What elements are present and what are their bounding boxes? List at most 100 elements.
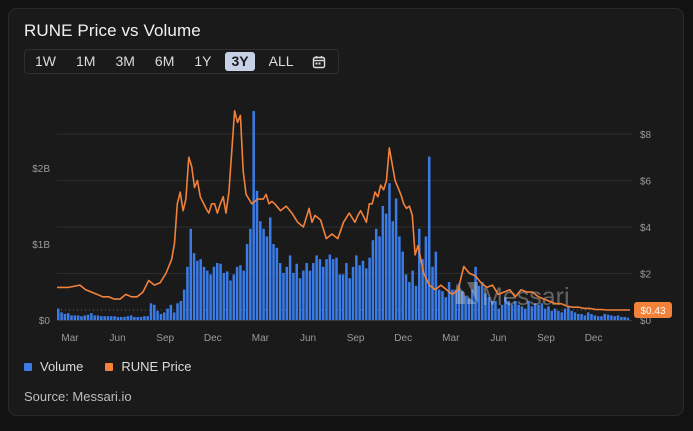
volume-bar[interactable] (563, 308, 567, 320)
volume-bar[interactable] (235, 266, 239, 320)
volume-bar[interactable] (106, 316, 110, 320)
volume-bar[interactable] (603, 313, 607, 320)
volume-bar[interactable] (57, 308, 60, 320)
volume-bar[interactable] (524, 308, 527, 320)
volume-bar[interactable] (355, 255, 358, 320)
volume-bar[interactable] (60, 312, 63, 320)
volume-bar[interactable] (348, 278, 351, 320)
volume-bar[interactable] (550, 310, 554, 320)
range-1y-button[interactable]: 1Y (194, 53, 212, 69)
volume-bar[interactable] (302, 270, 305, 320)
volume-bar[interactable] (305, 263, 308, 320)
volume-bar[interactable] (312, 263, 315, 320)
volume-bar[interactable] (600, 316, 603, 320)
volume-bar[interactable] (242, 270, 245, 320)
volume-bar[interactable] (229, 280, 232, 320)
volume-bar[interactable] (146, 316, 149, 320)
volume-bar[interactable] (202, 266, 206, 320)
volume-bar[interactable] (182, 289, 186, 320)
volume-bar[interactable] (166, 308, 169, 320)
volume-bar[interactable] (408, 282, 411, 320)
volume-bar[interactable] (461, 291, 464, 320)
volume-bar[interactable] (331, 259, 335, 320)
volume-bar[interactable] (427, 156, 431, 320)
volume-bar[interactable] (272, 244, 275, 320)
volume-bar[interactable] (143, 316, 146, 320)
volume-bar[interactable] (490, 301, 494, 320)
volume-bar[interactable] (520, 306, 524, 320)
volume-bar[interactable] (249, 228, 252, 320)
volume-bar[interactable] (437, 289, 441, 320)
volume-bar[interactable] (398, 236, 401, 320)
volume-bar[interactable] (123, 316, 126, 320)
volume-bar[interactable] (308, 270, 312, 320)
volume-bar[interactable] (113, 316, 116, 320)
volume-bar[interactable] (156, 310, 159, 320)
volume-bar[interactable] (606, 314, 610, 320)
volume-bar[interactable] (338, 274, 342, 320)
volume-bar[interactable] (126, 316, 130, 320)
volume-bar[interactable] (63, 313, 67, 320)
volume-bar[interactable] (391, 221, 395, 320)
range-all-button[interactable]: ALL (268, 53, 294, 69)
volume-bar[interactable] (570, 310, 573, 320)
volume-bar[interactable] (381, 206, 385, 320)
volume-bar[interactable] (80, 316, 83, 320)
volume-bar[interactable] (109, 316, 113, 320)
volume-bar[interactable] (153, 304, 156, 320)
volume-bar[interactable] (196, 260, 199, 320)
volume-bar[interactable] (321, 266, 325, 320)
volume-bar[interactable] (268, 217, 272, 320)
volume-bar[interactable] (620, 316, 623, 320)
volume-bar[interactable] (162, 312, 166, 320)
volume-bar[interactable] (186, 266, 189, 320)
volume-bar[interactable] (275, 247, 279, 320)
volume-bar[interactable] (494, 301, 497, 320)
volume-bar[interactable] (517, 304, 520, 320)
volume-bar[interactable] (315, 255, 318, 320)
volume-bar[interactable] (593, 315, 597, 320)
volume-bar[interactable] (527, 301, 530, 320)
volume-bar[interactable] (404, 274, 408, 320)
volume-bar[interactable] (596, 316, 600, 320)
volume-bar[interactable] (335, 257, 338, 320)
volume-bar[interactable] (66, 313, 70, 320)
volume-bar[interactable] (507, 301, 510, 320)
volume-bar[interactable] (351, 266, 355, 320)
volume-bar[interactable] (484, 293, 487, 320)
volume-bar[interactable] (537, 304, 540, 320)
volume-bar[interactable] (384, 213, 388, 320)
volume-bar[interactable] (245, 244, 249, 320)
volume-bar[interactable] (215, 263, 219, 320)
volume-bar[interactable] (325, 259, 328, 320)
volume-bar[interactable] (444, 297, 448, 320)
volume-bar[interactable] (441, 291, 444, 320)
volume-bar[interactable] (189, 228, 192, 320)
volume-bar[interactable] (192, 253, 196, 320)
volume-bar[interactable] (610, 315, 613, 320)
volume-bar[interactable] (129, 315, 133, 320)
volume-bar[interactable] (232, 274, 236, 320)
volume-bar[interactable] (368, 257, 371, 320)
volume-bar[interactable] (83, 315, 87, 320)
volume-bar[interactable] (547, 306, 550, 320)
volume-bar[interactable] (252, 111, 255, 320)
volume-bar[interactable] (225, 271, 229, 320)
volume-bar[interactable] (514, 301, 517, 320)
volume-bar[interactable] (100, 316, 103, 320)
volume-bar[interactable] (103, 316, 106, 320)
volume-bar[interactable] (341, 274, 345, 320)
volume-bar[interactable] (90, 313, 93, 320)
volume-bar[interactable] (411, 270, 414, 320)
legend-item-volume[interactable]: Volume (24, 359, 83, 374)
volume-bar[interactable] (543, 308, 547, 320)
volume-bar[interactable] (119, 316, 123, 320)
range-3y-button[interactable]: 3Y (225, 52, 255, 71)
volume-bar[interactable] (573, 312, 577, 320)
volume-bar[interactable] (586, 312, 590, 320)
volume-bar[interactable] (401, 251, 404, 320)
range-6m-button[interactable]: 6M (154, 53, 175, 69)
volume-bar[interactable] (414, 285, 418, 320)
volume-bar[interactable] (623, 316, 626, 320)
volume-bar[interactable] (500, 304, 504, 320)
